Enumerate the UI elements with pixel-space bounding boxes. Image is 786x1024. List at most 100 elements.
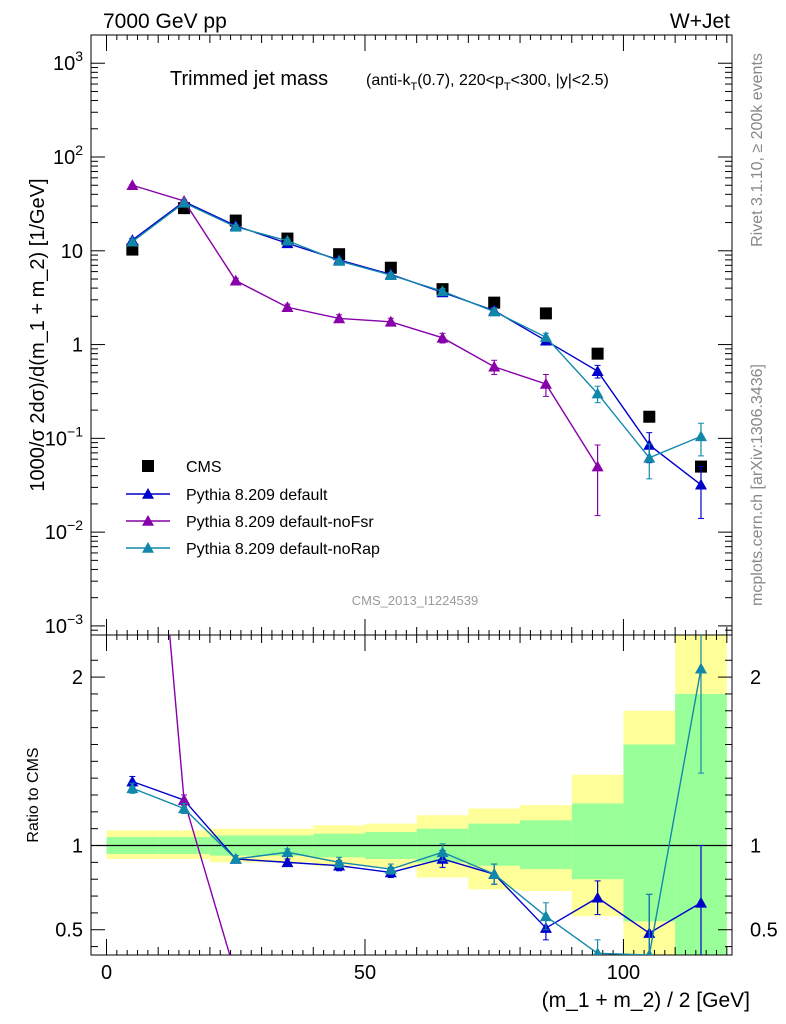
ratio-data-point <box>437 957 449 968</box>
mc-data-point <box>539 377 552 389</box>
legend: CMS Pythia 8.209 default Pythia 8.209 defa… <box>126 459 380 558</box>
ratio-data-point <box>281 856 294 868</box>
mc-data-point <box>333 254 346 266</box>
y-tick-label: 10−3 <box>45 611 83 638</box>
ratio-data-point <box>488 868 501 879</box>
mc-data-point <box>591 387 604 399</box>
x-axis-label: (m_1 + m_2) / 2 [GeV] <box>542 989 750 1012</box>
ratio-data-point <box>178 802 191 814</box>
analysis-tag: CMS_2013_I1224539 <box>352 593 479 608</box>
mc-data-point <box>436 331 449 343</box>
legend-label: Pythia 8.209 default <box>186 487 328 504</box>
rivet-version-note: Rivet 3.1.10, ≥ 200k events <box>749 53 766 247</box>
mc-data-point <box>281 301 294 313</box>
ratio-y-axis-label: Ratio to CMS <box>25 747 42 842</box>
mc-data-point <box>384 315 397 327</box>
ratio-data-point <box>593 947 602 955</box>
ratio-line <box>132 668 702 955</box>
ratio-data-marks <box>91 200 732 989</box>
ratio-y-tick-label-right: 0.5 <box>750 920 778 942</box>
ratio-data-point <box>384 863 397 874</box>
x-tick-label: 0 <box>101 962 112 984</box>
ratio-y-tick-label: 0.5 <box>55 920 83 942</box>
ratio-data-point <box>694 896 707 908</box>
ratio-data-point <box>281 976 293 987</box>
legend-marker <box>142 488 154 499</box>
cms-data-point <box>591 347 604 360</box>
y-tick-label: 103 <box>53 48 83 75</box>
mc-data-point <box>643 451 656 463</box>
mc-data-point <box>229 274 242 286</box>
mc-data-point <box>591 365 604 377</box>
cms-data-point <box>488 296 501 309</box>
mc-line <box>131 200 702 486</box>
ratio-data-point <box>281 846 294 858</box>
ratio-data-point <box>178 794 191 805</box>
ratio-data-point <box>436 846 449 858</box>
ratio-data-point <box>333 973 345 984</box>
y-tick-label: 1 <box>72 335 83 357</box>
legend-cms-marker <box>142 460 154 472</box>
mc-data-point <box>488 360 501 372</box>
inner-band-bin <box>520 820 572 870</box>
mc-data-point <box>488 305 501 317</box>
cms-data-point <box>126 243 139 256</box>
legend-label: Pythia 8.209 default-noRap <box>186 541 380 558</box>
plot-title: Trimmed jet mass <box>170 68 328 90</box>
ratio-data-point <box>591 891 604 903</box>
ratio-data-point <box>694 662 707 674</box>
ratio-data-point <box>539 910 552 922</box>
y-tick-label: 10−2 <box>45 517 83 544</box>
mcplots-note: mcplots.cern.ch [arXiv:1306.3436] <box>749 364 766 606</box>
mc-data-point <box>384 269 397 280</box>
y-tick-label: 10−1 <box>45 423 83 450</box>
cms-data-point <box>384 261 397 274</box>
x-tick-label: 50 <box>354 962 376 984</box>
y-tick-label: 10 <box>61 241 83 263</box>
legend-marker <box>142 515 154 526</box>
mc-data-point <box>126 179 139 191</box>
ratio-data-point <box>645 949 653 955</box>
mc-data-point <box>694 478 707 490</box>
mc-data-point <box>694 430 707 442</box>
mc-data-point <box>333 312 346 324</box>
ratio-data-point <box>333 856 346 868</box>
ratio-data-point <box>385 964 397 975</box>
mc-data-point <box>229 220 242 232</box>
ratio-uncertainty-bands <box>106 635 727 955</box>
plot-subtitle: (anti-kT(0.7), 220<pT<300, |y|<2.5) <box>366 72 609 93</box>
ratio-data-point <box>126 782 139 794</box>
ratio-data-point <box>230 969 242 980</box>
main-data-marks <box>126 179 707 519</box>
legend-label: CMS <box>186 459 222 476</box>
header-right: W+Jet <box>670 10 730 33</box>
cms-data-point <box>539 307 552 320</box>
y-tick-label: 102 <box>53 142 83 169</box>
mc-data-point <box>436 285 449 297</box>
legend-marker <box>142 542 154 553</box>
header-left: 7000 GeV pp <box>103 10 227 33</box>
mc-data-point <box>126 235 139 247</box>
inner-band-bin <box>623 744 676 922</box>
mc-line <box>132 184 599 467</box>
ratio-y-tick-label-right: 2 <box>750 667 761 689</box>
ratio-line <box>168 635 231 955</box>
ratio-line <box>132 780 702 934</box>
cms-data-point <box>643 410 656 423</box>
inner-band-bin <box>571 803 624 880</box>
main-y-axis-label: 1000/σ 2dσ)/d(m_1 + m_2) [1/GeV] <box>27 178 49 491</box>
ratio-data-point <box>540 978 552 989</box>
x-tick-label: 100 <box>607 962 640 984</box>
mc-data-point <box>178 196 191 208</box>
legend-label: Pythia 8.209 default-noFsr <box>186 514 374 531</box>
mc-line <box>131 201 702 459</box>
ratio-y-tick-label-right: 1 <box>750 836 761 858</box>
mc-data-point <box>281 234 294 246</box>
ratio-data-point <box>229 853 242 864</box>
ratio-y-tick-label: 1 <box>72 836 83 858</box>
ratio-data-point <box>126 200 138 211</box>
ratio-data-point <box>488 973 500 984</box>
mc-data-point <box>591 460 604 472</box>
